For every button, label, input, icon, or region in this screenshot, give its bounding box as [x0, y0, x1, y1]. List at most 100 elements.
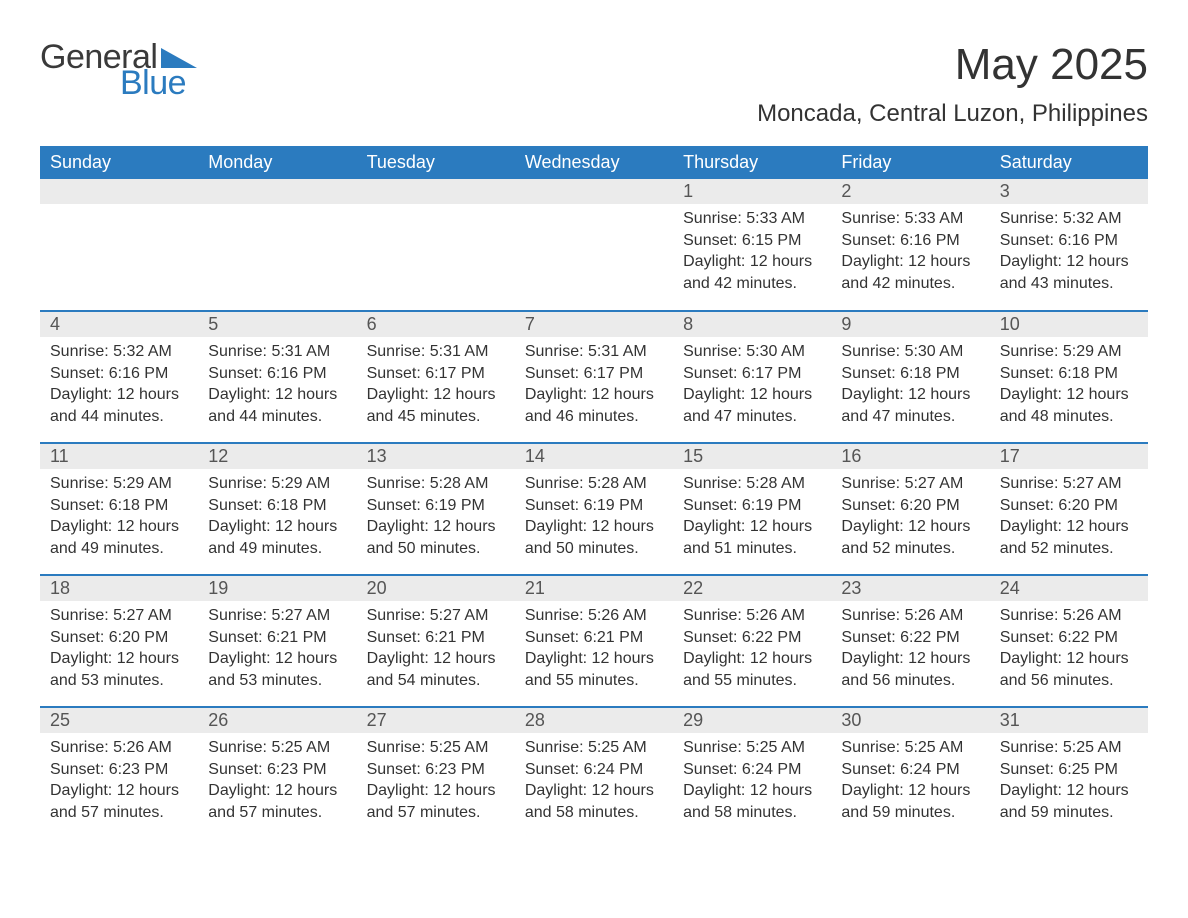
sunrise-line: Sunrise: 5:33 AM [841, 208, 979, 230]
sunset-value: 6:22 PM [900, 629, 960, 646]
sunset-line: Sunset: 6:22 PM [683, 627, 821, 649]
day-number: 8 [673, 312, 831, 337]
day-number-empty [198, 179, 356, 204]
logo-text-blue: Blue [120, 66, 197, 100]
sunrise-label: Sunrise: [1000, 210, 1059, 227]
sunset-line: Sunset: 6:24 PM [525, 759, 663, 781]
calendar-day-cell: 8Sunrise: 5:30 AMSunset: 6:17 PMDaylight… [673, 311, 831, 443]
sunrise-value: 5:27 AM [430, 607, 489, 624]
day-number: 12 [198, 444, 356, 469]
sunset-value: 6:17 PM [584, 365, 644, 382]
sunrise-value: 5:27 AM [905, 475, 964, 492]
sunrise-line: Sunrise: 5:25 AM [367, 737, 505, 759]
calendar-day-cell: 10Sunrise: 5:29 AMSunset: 6:18 PMDayligh… [990, 311, 1148, 443]
sunset-line: Sunset: 6:23 PM [50, 759, 188, 781]
sunset-value: 6:24 PM [900, 761, 960, 778]
calendar-day-cell: 1Sunrise: 5:33 AMSunset: 6:15 PMDaylight… [673, 179, 831, 311]
calendar-day-cell: 23Sunrise: 5:26 AMSunset: 6:22 PMDayligh… [831, 575, 989, 707]
sunrise-line: Sunrise: 5:29 AM [208, 473, 346, 495]
sunrise-value: 5:31 AM [430, 343, 489, 360]
sunrise-label: Sunrise: [683, 739, 742, 756]
calendar-day-cell: 28Sunrise: 5:25 AMSunset: 6:24 PMDayligh… [515, 707, 673, 839]
daylight-label: Daylight: [841, 253, 903, 270]
sunrise-line: Sunrise: 5:31 AM [367, 341, 505, 363]
calendar-day-cell: 12Sunrise: 5:29 AMSunset: 6:18 PMDayligh… [198, 443, 356, 575]
sunrise-value: 5:28 AM [588, 475, 647, 492]
sunset-label: Sunset: [841, 232, 895, 249]
sunrise-line: Sunrise: 5:25 AM [841, 737, 979, 759]
calendar-day-cell: 2Sunrise: 5:33 AMSunset: 6:16 PMDaylight… [831, 179, 989, 311]
calendar-day-cell: 20Sunrise: 5:27 AMSunset: 6:21 PMDayligh… [357, 575, 515, 707]
calendar-day-cell: 19Sunrise: 5:27 AMSunset: 6:21 PMDayligh… [198, 575, 356, 707]
daylight-label: Daylight: [208, 518, 270, 535]
sunrise-line: Sunrise: 5:27 AM [208, 605, 346, 627]
daylight-label: Daylight: [525, 650, 587, 667]
daylight-line: Daylight: 12 hours and 59 minutes. [1000, 780, 1138, 823]
sunrise-line: Sunrise: 5:26 AM [683, 605, 821, 627]
day-number: 17 [990, 444, 1148, 469]
day-body: Sunrise: 5:27 AMSunset: 6:20 PMDaylight:… [990, 469, 1148, 567]
sunset-label: Sunset: [367, 761, 421, 778]
sunset-value: 6:18 PM [900, 365, 960, 382]
weekday-header: Wednesday [515, 146, 673, 179]
sunset-line: Sunset: 6:20 PM [841, 495, 979, 517]
daylight-line: Daylight: 12 hours and 52 minutes. [841, 516, 979, 559]
sunrise-line: Sunrise: 5:27 AM [367, 605, 505, 627]
daylight-line: Daylight: 12 hours and 53 minutes. [50, 648, 188, 691]
sunrise-value: 5:30 AM [746, 343, 805, 360]
sunrise-label: Sunrise: [208, 607, 267, 624]
daylight-label: Daylight: [208, 386, 270, 403]
sunset-value: 6:16 PM [1058, 232, 1118, 249]
sunset-value: 6:17 PM [742, 365, 802, 382]
day-number: 20 [357, 576, 515, 601]
day-body: Sunrise: 5:32 AMSunset: 6:16 PMDaylight:… [990, 204, 1148, 302]
day-body: Sunrise: 5:26 AMSunset: 6:22 PMDaylight:… [990, 601, 1148, 699]
daylight-line: Daylight: 12 hours and 56 minutes. [1000, 648, 1138, 691]
sunset-value: 6:20 PM [109, 629, 169, 646]
sunrise-value: 5:28 AM [430, 475, 489, 492]
calendar-empty-cell [40, 179, 198, 311]
day-number: 11 [40, 444, 198, 469]
day-number: 10 [990, 312, 1148, 337]
sunset-value: 6:16 PM [109, 365, 169, 382]
daylight-label: Daylight: [50, 386, 112, 403]
day-number: 13 [357, 444, 515, 469]
daylight-line: Daylight: 12 hours and 58 minutes. [525, 780, 663, 823]
day-number: 25 [40, 708, 198, 733]
day-number: 30 [831, 708, 989, 733]
sunrise-value: 5:32 AM [113, 343, 172, 360]
sunset-value: 6:20 PM [900, 497, 960, 514]
day-body: Sunrise: 5:25 AMSunset: 6:24 PMDaylight:… [831, 733, 989, 831]
sunset-label: Sunset: [1000, 365, 1054, 382]
sunrise-value: 5:25 AM [746, 739, 805, 756]
sunset-line: Sunset: 6:16 PM [208, 363, 346, 385]
day-body: Sunrise: 5:31 AMSunset: 6:16 PMDaylight:… [198, 337, 356, 435]
sunrise-value: 5:25 AM [271, 739, 330, 756]
sunrise-label: Sunrise: [1000, 607, 1059, 624]
day-body: Sunrise: 5:27 AMSunset: 6:21 PMDaylight:… [357, 601, 515, 699]
daylight-line: Daylight: 12 hours and 54 minutes. [367, 648, 505, 691]
daylight-line: Daylight: 12 hours and 50 minutes. [525, 516, 663, 559]
daylight-label: Daylight: [683, 518, 745, 535]
sunset-label: Sunset: [525, 365, 579, 382]
day-number: 1 [673, 179, 831, 204]
daylight-label: Daylight: [683, 386, 745, 403]
location-subtitle: Moncada, Central Luzon, Philippines [757, 100, 1148, 128]
sunrise-label: Sunrise: [1000, 475, 1059, 492]
sunset-line: Sunset: 6:17 PM [525, 363, 663, 385]
weekday-header: Friday [831, 146, 989, 179]
day-body: Sunrise: 5:33 AMSunset: 6:16 PMDaylight:… [831, 204, 989, 302]
sunrise-line: Sunrise: 5:26 AM [841, 605, 979, 627]
calendar-day-cell: 6Sunrise: 5:31 AMSunset: 6:17 PMDaylight… [357, 311, 515, 443]
sunrise-value: 5:26 AM [588, 607, 647, 624]
daylight-line: Daylight: 12 hours and 47 minutes. [841, 384, 979, 427]
day-number: 24 [990, 576, 1148, 601]
sunset-line: Sunset: 6:21 PM [367, 627, 505, 649]
calendar-row: 4Sunrise: 5:32 AMSunset: 6:16 PMDaylight… [40, 311, 1148, 443]
sunset-line: Sunset: 6:25 PM [1000, 759, 1138, 781]
daylight-label: Daylight: [1000, 782, 1062, 799]
day-body: Sunrise: 5:33 AMSunset: 6:15 PMDaylight:… [673, 204, 831, 302]
calendar-day-cell: 14Sunrise: 5:28 AMSunset: 6:19 PMDayligh… [515, 443, 673, 575]
daylight-label: Daylight: [841, 782, 903, 799]
sunset-value: 6:24 PM [742, 761, 802, 778]
